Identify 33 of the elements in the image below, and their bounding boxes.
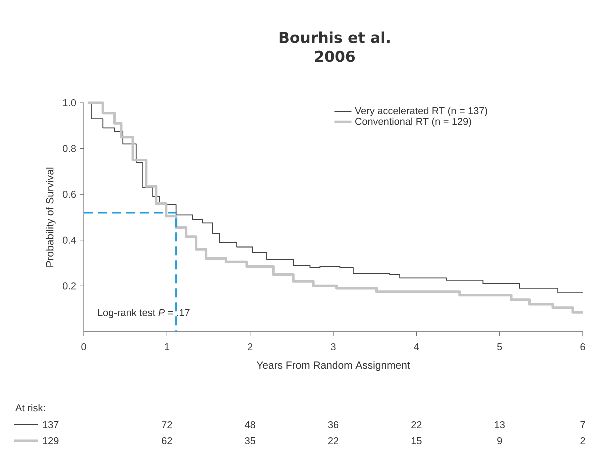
x-axis-title: Years From Random Assignment (256, 361, 410, 372)
text: At risk: (16, 404, 46, 412)
text: 22 (412, 422, 422, 428)
text: 72 (162, 422, 172, 428)
y-tick-label: 0.6 (63, 191, 76, 198)
y-axis-title: Probability of Survival (46, 168, 56, 267)
y-tick-label: 0.2 (63, 282, 76, 290)
chart-title: Bourhis et al. 2006 (280, 32, 390, 62)
x-tick-label: 6 (580, 344, 586, 351)
legend-label: Conventional RT (n = 129) (356, 118, 472, 128)
x-tick-label: 1 (165, 344, 170, 350)
y-tick-label: 1.0 (63, 99, 76, 107)
text: 129 (43, 437, 59, 445)
text: 48 (245, 421, 256, 429)
text: 62 (162, 437, 172, 445)
text: 9 (498, 437, 502, 445)
text: 7 (580, 422, 586, 428)
text: 137 (43, 421, 59, 429)
text: 2 (580, 438, 586, 444)
x-tick-label: 3 (331, 344, 336, 351)
text: 22 (328, 438, 339, 444)
text: 13 (495, 421, 505, 429)
x-tick-label: 2 (248, 344, 253, 350)
x-tick-label: 0 (82, 344, 86, 351)
x-tick-label: 4 (414, 344, 420, 350)
y-tick-label: 0.4 (63, 236, 76, 244)
text: 36 (328, 421, 339, 429)
text: 15 (412, 438, 422, 444)
text: 35 (245, 437, 256, 445)
x-tick-label: 5 (497, 344, 502, 350)
legend-label: Very accelerated RT (n = 137) (355, 107, 488, 116)
annotation: Log-rank test P = .17 (98, 309, 190, 318)
y-tick-label: 0.8 (63, 145, 76, 152)
